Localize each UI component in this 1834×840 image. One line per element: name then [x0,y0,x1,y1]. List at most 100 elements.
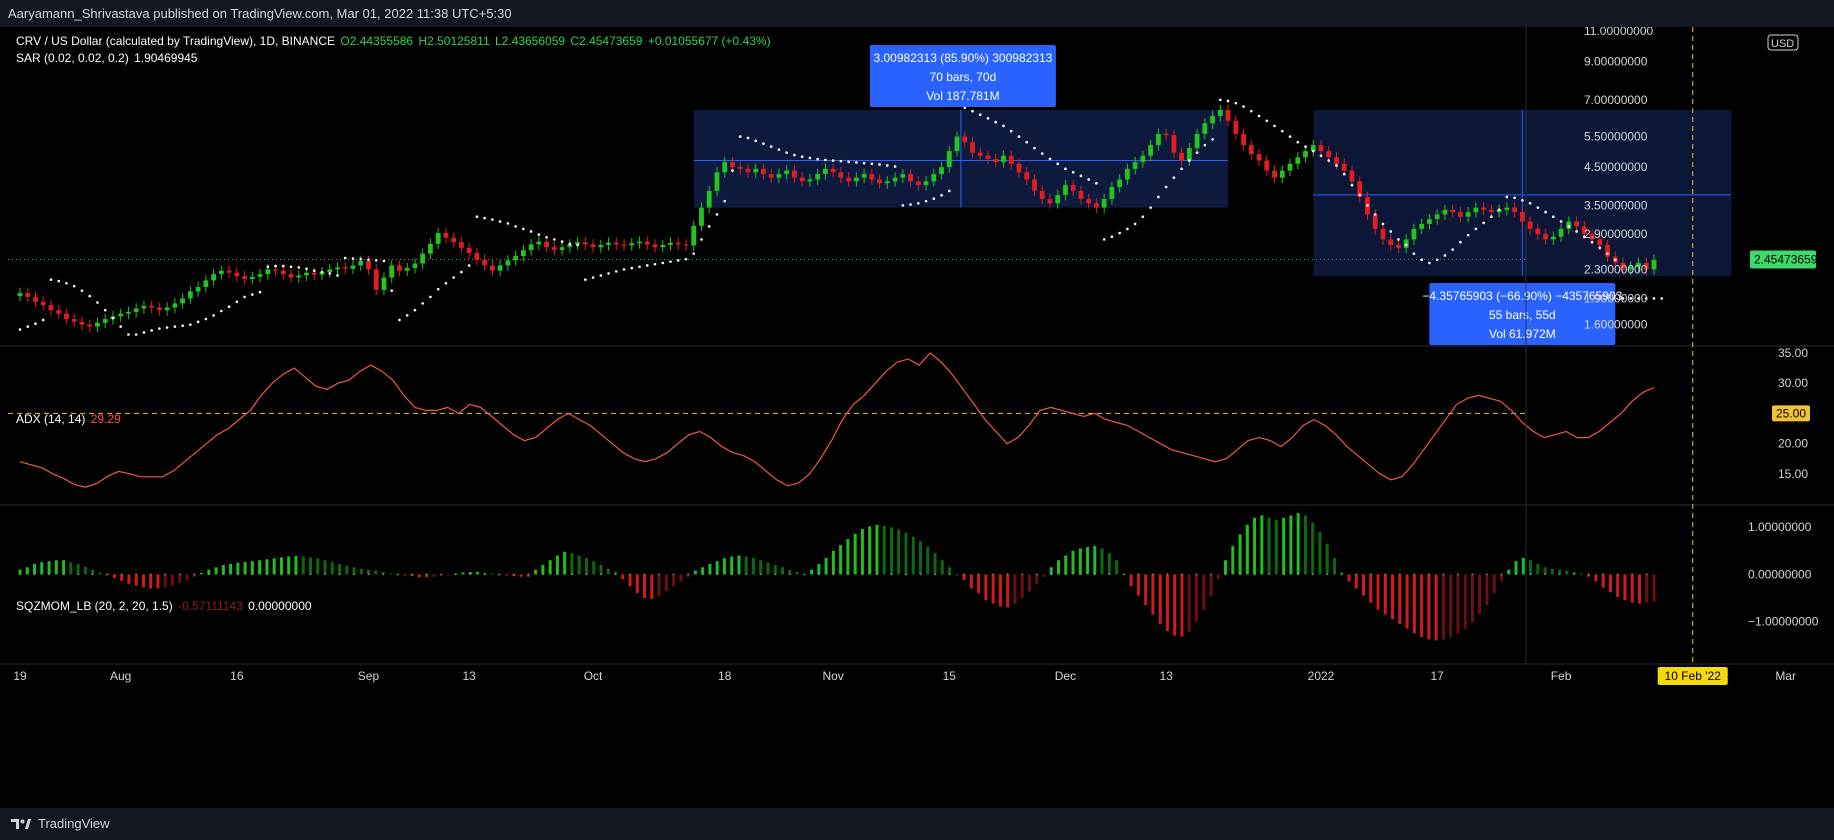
sar-dot [645,264,649,267]
sqz-bar [1645,574,1649,603]
candle-body [567,244,573,248]
tradingview-logo-icon [11,818,31,829]
sqz-bar [1245,524,1249,575]
sar-dot [1552,215,1555,219]
sqz-dot [367,573,370,576]
sqz-dot [440,573,443,576]
sar-dot [1250,109,1253,113]
sar-dot [1559,220,1563,223]
sar-dot [96,301,99,304]
sar-dot [57,279,61,283]
sar-dot [251,293,254,296]
sar-dot [1350,183,1354,187]
sar-dot [227,305,231,309]
sar-dot [700,238,703,241]
sqz-dot [512,573,515,576]
range-down-label-line-3: Vol 61.972M [1489,327,1556,341]
sar-dot [467,264,471,267]
adx-legend[interactable]: ADX (14, 14) 29.29 [16,412,123,426]
sqz-bar [229,564,233,575]
sar-dot [266,265,270,269]
sqz-bar [141,574,145,588]
sqz-bar [265,559,269,575]
candle-body [1140,155,1146,163]
candle-body [730,162,735,168]
sqz-bar [1391,574,1395,620]
sqz-dot [266,573,268,576]
sar-dot [630,266,634,270]
price-legend[interactable]: CRV / US Dollar (calculated by TradingVi… [16,34,773,48]
sqz-bar [287,556,291,575]
candle-body [1256,154,1262,161]
sar-dot [1389,230,1393,233]
price-tick-label: 3.50000000 [1584,198,1648,212]
sqz-bar [171,574,175,586]
sqz-dot [672,573,675,576]
candle-body [1380,228,1386,240]
sqz-bar [200,572,204,575]
sqz-bar [62,560,66,575]
sqz-bar [1173,574,1177,636]
sqz-dot [992,573,995,576]
sar-dot [1280,129,1284,133]
sqz-dot [1471,573,1474,576]
sqz-dot [1064,573,1067,576]
sqz-bar [1601,574,1605,588]
sar-dot [1211,138,1214,141]
sar-dot [320,270,324,274]
sqz-dot [1297,573,1300,576]
sqz-dot [33,573,36,576]
candle-body [172,303,178,308]
adx-tick-label: 35.00 [1778,346,1808,360]
sqz-bar [1006,574,1010,608]
sqz-bar [250,561,254,575]
candle-body [1179,152,1185,161]
sar-legend[interactable]: SAR (0.02, 0.02, 0.2) 1.90469945 [16,51,199,65]
sqz-bar [1550,568,1554,575]
candle-body [412,263,418,269]
candle-body [311,272,317,275]
x-tick-label: 13 [1159,669,1173,683]
candle-body [1504,207,1510,210]
sqz-dot [1457,573,1459,576]
range-up-label-box [869,45,1056,107]
sar-dot [1110,235,1114,239]
candle-body [776,174,782,178]
sar-dot [1490,215,1493,219]
sqz-bar [1478,574,1482,615]
sqz-bar [461,572,465,575]
sqz-bar [1035,574,1039,584]
sar-dot [374,259,378,262]
sar-dot [1048,157,1052,161]
candle-body [381,277,387,290]
candle-body [482,259,488,266]
sqz-bar [33,564,37,575]
candle-body [675,242,681,245]
tradingview-logo[interactable]: TradingView [10,816,110,831]
sar-dot [986,117,990,120]
candle-body [118,313,124,317]
candle-body [985,155,991,159]
range-up-label-line-2: 70 bars, 70d [930,70,997,84]
sqz-legend[interactable]: SQZMOM_LB (20, 2, 20, 1.5) -0.57111143 0… [16,599,314,613]
sar-dot [1009,129,1013,133]
sqz-dot [803,573,806,576]
sqz-bar [701,567,705,575]
adx-tick-label: 15.00 [1778,467,1808,481]
sqz-dot [1326,573,1329,576]
sqz-dot [1486,573,1488,576]
candle-body [1620,262,1626,270]
candle-body [156,307,162,311]
x-tick-label: Mar [1775,669,1796,683]
sqz-bar [1536,564,1540,575]
sqz-dot [643,573,646,576]
chart-area[interactable]: 3.00982313 (85.90%) 300982313 70 bars, 70… [0,27,1834,808]
sqz-dot [948,573,951,576]
sqz-dot [629,573,631,576]
sqz-bar [1260,515,1264,575]
sqz-bar [1311,522,1315,575]
sqz-dot [1253,573,1256,576]
sqz-bar [1303,515,1307,575]
candle-body [807,179,813,182]
sqz-bar [1521,557,1525,575]
